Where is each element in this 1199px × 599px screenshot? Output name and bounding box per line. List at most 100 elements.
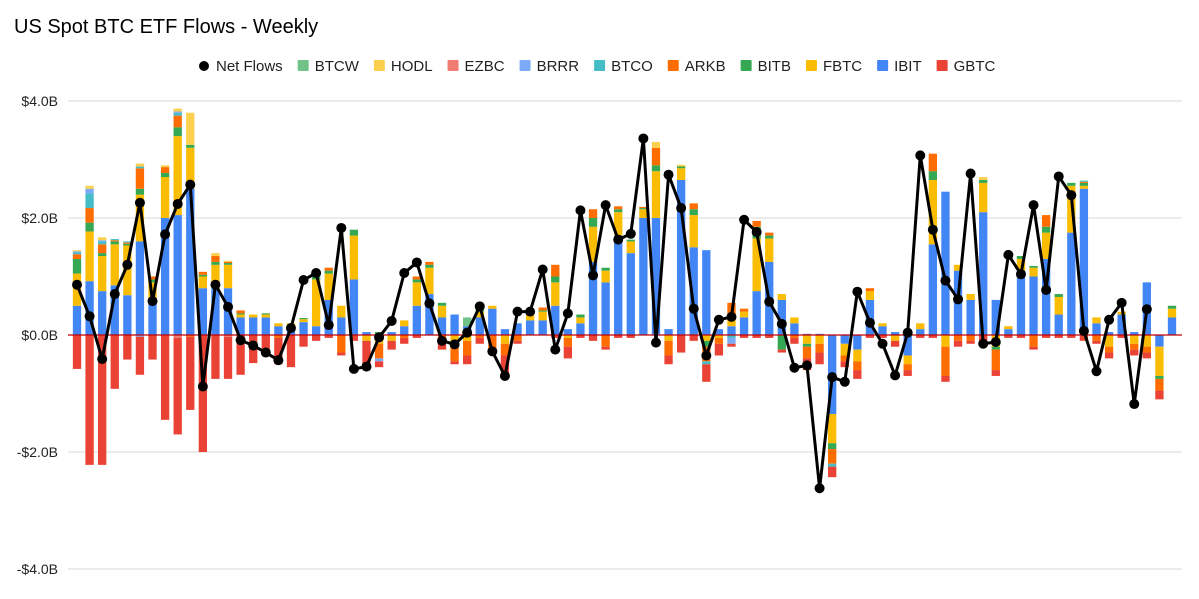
bar-segment-ibit xyxy=(1155,335,1164,347)
y-tick-label: $4.0B xyxy=(21,93,58,109)
bar-segment-fbtc xyxy=(1092,317,1101,324)
bar-segment-gbtc xyxy=(72,335,82,369)
bar-segment-hodl xyxy=(676,164,686,167)
bar-segment-ibit xyxy=(1117,314,1126,335)
legend-label-bitb: BITB xyxy=(758,58,791,75)
net-flows-line xyxy=(72,133,1152,494)
bar-segment-gbtc xyxy=(1092,340,1101,344)
legend-item-brrr: BRRR xyxy=(519,58,579,75)
bar-segment-arkb xyxy=(739,308,749,312)
bar-segment-gbtc xyxy=(1016,335,1026,338)
net-flow-point xyxy=(877,338,888,349)
bar-segment-ibit xyxy=(865,299,875,335)
bar-segment-gbtc xyxy=(777,349,786,353)
net-flow-point xyxy=(864,317,875,328)
bar-segment-ibit xyxy=(98,291,107,335)
legend-swatch-hodl xyxy=(373,60,385,71)
bar-segment-ibit xyxy=(614,235,623,335)
bar-segment-arkb xyxy=(588,209,598,218)
bar-segment-gbtc xyxy=(1130,349,1139,356)
bar-segment-gbtc xyxy=(966,340,975,344)
bar-segment-fbtc xyxy=(337,305,346,318)
bar-segment-brrr xyxy=(85,188,94,194)
bar-segment-ibit xyxy=(513,323,522,335)
bar-segment-gbtc xyxy=(135,336,145,375)
net-flow-point xyxy=(1015,269,1026,280)
bar-segment-arkb xyxy=(928,153,938,172)
net-flow-point xyxy=(260,347,271,358)
bar-segment-ibit xyxy=(639,218,648,335)
bar-segment-gbtc xyxy=(463,355,472,365)
bar-segment-gbtc xyxy=(1054,335,1063,338)
net-flow-point xyxy=(814,483,825,494)
bar-segment-fbtc xyxy=(752,238,761,292)
bar-segment-bitb xyxy=(1041,226,1051,233)
bar-segment-fbtc xyxy=(1079,185,1089,189)
bar-segment-ibit xyxy=(966,299,975,335)
bar-segment-gbtc xyxy=(173,337,182,435)
legend-label-fbtc: FBTC xyxy=(823,58,862,75)
bar-segment-ibit xyxy=(588,261,598,335)
bar-segment-arkb xyxy=(463,340,472,356)
net-flow-point xyxy=(336,222,347,233)
bar-segment-hodl xyxy=(160,165,170,168)
bar-segment-arkb xyxy=(1029,335,1038,347)
bar-segment-gbtc xyxy=(362,340,371,371)
bar-segment-fbtc xyxy=(916,323,925,330)
bar-segment-bitb xyxy=(236,313,245,315)
bar-segment-arkb xyxy=(828,449,837,464)
net-flow-point xyxy=(1041,284,1052,295)
bar-segment-ibit xyxy=(538,320,547,335)
bar-segment-fbtc xyxy=(1142,335,1151,347)
bar-segment-arkb xyxy=(374,343,384,359)
bar-segment-fbtc xyxy=(714,335,724,338)
net-flow-point xyxy=(1066,190,1077,201)
bar-segment-bitb xyxy=(1079,182,1089,186)
net-flow-point xyxy=(625,228,636,239)
bar-segment-fbtc xyxy=(173,136,182,216)
bar-segment-hodl xyxy=(135,163,145,167)
bar-segment-fbtc xyxy=(903,355,912,365)
net-flow-point xyxy=(348,363,359,374)
legend-item-ezbc: EZBC xyxy=(447,58,505,75)
bar-segment-gbtc xyxy=(1004,335,1013,338)
bar-segment-ibit xyxy=(1104,332,1114,335)
bar-segment-ibit xyxy=(488,308,497,335)
bar-segment-ibit xyxy=(752,291,761,335)
bar-segment-fbtc xyxy=(765,238,774,262)
bar-segment-gbtc xyxy=(765,335,774,338)
bar-segment-arkb xyxy=(853,361,862,371)
net-flow-point xyxy=(97,353,108,364)
net-flow-point xyxy=(953,294,964,305)
bar-segment-btco xyxy=(173,112,182,116)
bar-segment-ibit xyxy=(1041,258,1051,335)
legend-swatch-btco xyxy=(594,60,606,71)
net-flow-point xyxy=(1104,314,1115,325)
bar-segment-gbtc xyxy=(689,335,698,341)
bar-segment-fbtc xyxy=(853,349,862,362)
y-axis: $4.0B $2.0B $0.0B -$2.0B -$4.0B xyxy=(17,93,58,577)
bar-segment-ibit xyxy=(626,253,635,335)
bar-segment-bitb xyxy=(349,229,359,236)
bar-segment-fbtc xyxy=(651,171,661,218)
net-flow-point xyxy=(374,332,385,343)
bar-segment-hodl xyxy=(186,112,195,145)
bar-segment-gbtc xyxy=(148,335,157,360)
bar-segment-gbtc xyxy=(110,335,119,389)
bar-segment-bitb xyxy=(223,263,233,265)
legend-label-net-flows: Net Flows xyxy=(216,58,283,75)
bar-segment-bitb xyxy=(412,279,421,283)
bar-segment-fbtc xyxy=(551,282,560,306)
bar-segment-arkb xyxy=(538,307,547,311)
bar-segment-arkb xyxy=(1155,378,1164,391)
y-tick-label: -$2.0B xyxy=(17,444,58,460)
net-flow-point xyxy=(537,264,548,275)
bar-segment-fbtc xyxy=(123,245,132,296)
net-flow-point xyxy=(575,205,586,216)
bar-segment-fbtc xyxy=(702,335,711,341)
stacked-bars xyxy=(68,108,1182,478)
net-flow-point xyxy=(927,224,938,235)
bar-segment-ibit xyxy=(651,218,661,335)
legend-swatch-gbtc xyxy=(936,60,948,71)
bar-segment-fbtc xyxy=(802,335,812,344)
